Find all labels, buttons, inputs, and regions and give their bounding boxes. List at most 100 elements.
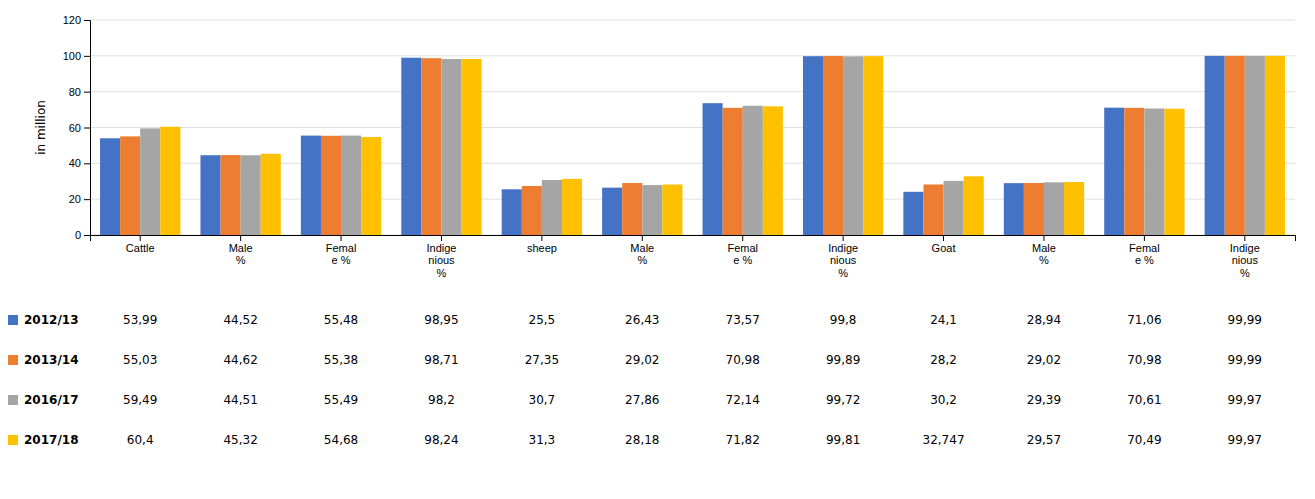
tick: 0 [75, 229, 90, 241]
table-value: 26,43 [625, 313, 659, 327]
table-value: 45,32 [223, 433, 257, 447]
bar [100, 138, 120, 235]
tick-mark [84, 163, 90, 164]
table-value: 71,06 [1127, 313, 1161, 327]
bar [401, 58, 421, 235]
tick-label: Female % [326, 242, 357, 267]
tick-label: Indigenious% [828, 242, 858, 279]
table-value: 99,8 [830, 313, 857, 327]
bar [964, 176, 984, 235]
tick-label-line: Femal [1129, 242, 1160, 254]
tick: 60 [69, 122, 90, 134]
bar [1024, 183, 1044, 235]
legend-swatch [8, 435, 18, 445]
tick-mark [84, 128, 90, 129]
bar [502, 189, 522, 235]
table-value: 60,4 [127, 433, 154, 447]
tick-label: sheep [527, 242, 557, 254]
bar [1144, 108, 1164, 235]
tick: Female % [1129, 235, 1160, 266]
bar [703, 103, 723, 235]
tick: Female % [727, 235, 758, 266]
table-row: 60,445,3254,6898,2431,328,1871,8299,8132… [127, 433, 1262, 447]
table-value: 44,52 [223, 313, 257, 327]
grid-line [90, 91, 1295, 92]
grid-line [90, 20, 1295, 21]
tick-label-line: % [1240, 267, 1250, 279]
bar [1245, 56, 1265, 235]
tick-label: Indigenious% [1230, 242, 1260, 279]
tick-label-line: % [838, 267, 848, 279]
tick: Indigenious% [828, 235, 858, 279]
legend-label: 2013/14 [24, 353, 78, 367]
bar [1205, 56, 1225, 235]
legend-swatch [8, 355, 18, 365]
tick: Goat [932, 235, 956, 254]
table-value: 25,5 [529, 313, 556, 327]
tick-mark [642, 235, 643, 241]
table-value: 99,99 [1228, 313, 1262, 327]
tick-mark [1043, 235, 1044, 241]
table-value: 98,2 [428, 393, 455, 407]
chart: 020406080100120CattleMale%Female %Indige… [0, 0, 1315, 499]
bar [200, 155, 220, 235]
legend-label: 2017/18 [24, 433, 78, 447]
table-value: 29,57 [1027, 433, 1061, 447]
table-value: 32,747 [923, 433, 965, 447]
bar-series [160, 56, 1285, 235]
tick-label-line: % [637, 254, 647, 266]
table-value: 99,72 [826, 393, 860, 407]
tick: Male% [630, 235, 654, 266]
table-value: 28,2 [930, 353, 957, 367]
tick-label: 60 [69, 122, 81, 134]
table-value: 27,86 [625, 393, 659, 407]
y-axis-title: in million [34, 100, 48, 155]
tick-mark [441, 235, 442, 241]
tick: 120 [63, 14, 90, 26]
bar [944, 181, 964, 235]
bar [562, 179, 582, 235]
bar [903, 192, 923, 235]
table-value: 28,94 [1027, 313, 1061, 327]
tick-label-line: Male [1032, 242, 1056, 254]
tick: 40 [69, 157, 90, 169]
tick-label-line: Goat [932, 242, 956, 254]
table-value: 70,61 [1127, 393, 1161, 407]
tick-label-line: Indige [828, 242, 858, 254]
table-value: 28,18 [625, 433, 659, 447]
bar [602, 188, 622, 235]
tick-label-line: Male [229, 242, 253, 254]
legend-label: 2012/13 [24, 313, 78, 327]
bar [542, 180, 562, 235]
bar [261, 154, 281, 235]
bars [100, 56, 1285, 235]
tick-mark [742, 235, 743, 241]
table-value: 29,39 [1027, 393, 1061, 407]
bar [241, 155, 261, 235]
table-value: 73,57 [726, 313, 760, 327]
tick-label: Cattle [126, 242, 155, 254]
table-value: 55,49 [324, 393, 358, 407]
bar [160, 127, 180, 235]
table-value: 98,71 [424, 353, 458, 367]
bar [622, 183, 642, 235]
tick: Indigenious% [426, 235, 456, 279]
tick-label: 20 [69, 193, 81, 205]
table-value: 55,48 [324, 313, 358, 327]
table-value: 27,35 [525, 353, 559, 367]
bar [723, 108, 743, 235]
tick-label-line: nious [1232, 254, 1259, 266]
tick-mark [84, 56, 90, 57]
bar [421, 58, 441, 235]
bar [1064, 182, 1084, 235]
bar [1265, 56, 1285, 235]
table-value: 59,49 [123, 393, 157, 407]
bar [140, 128, 160, 235]
bar [1164, 109, 1184, 235]
bar [1044, 182, 1064, 235]
grid [90, 20, 1295, 235]
grid-line [90, 55, 1295, 56]
table-value: 99,89 [826, 353, 860, 367]
bar [361, 137, 381, 235]
tick-label-line: nious [830, 254, 857, 266]
